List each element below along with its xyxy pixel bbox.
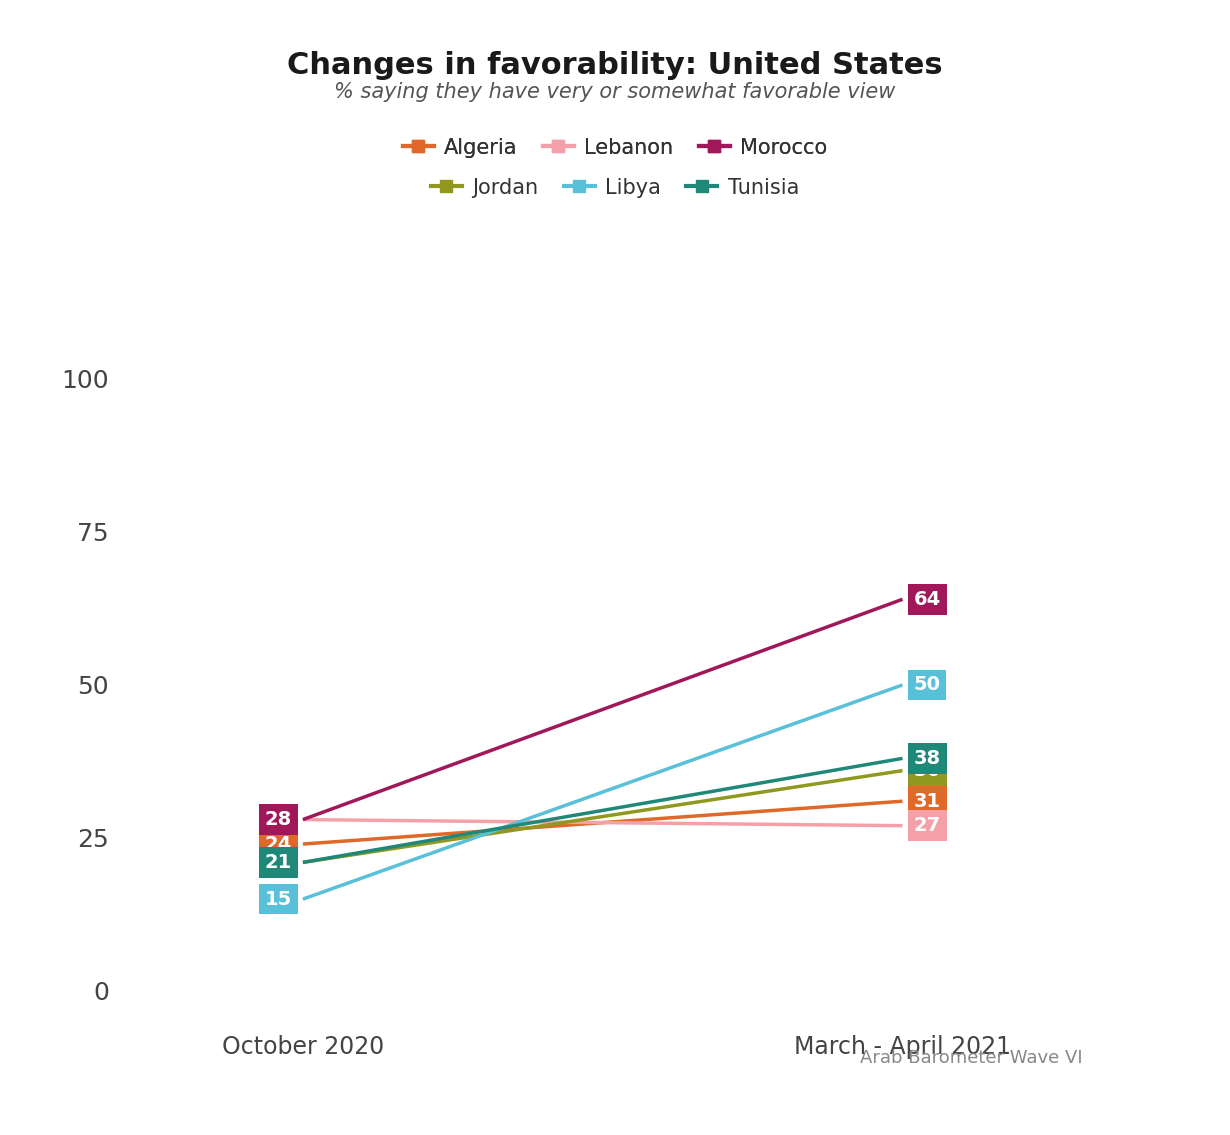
Text: 36: 36 [914,762,941,780]
Text: 28: 28 [264,810,292,829]
Legend: Algeria, Lebanon, Morocco: Algeria, Lebanon, Morocco [395,129,835,166]
Text: Changes in favorability: United States: Changes in favorability: United States [287,51,943,81]
Text: % saying they have very or somewhat favorable view: % saying they have very or somewhat favo… [335,82,895,102]
Text: Arab Barometer Wave VI: Arab Barometer Wave VI [860,1049,1082,1067]
Text: 64: 64 [914,590,941,608]
Text: 27: 27 [914,816,941,835]
Text: 24: 24 [264,834,292,854]
Text: 28: 28 [264,810,292,829]
Text: 21: 21 [264,852,292,872]
Text: 38: 38 [914,749,941,768]
Text: 21: 21 [264,852,292,872]
Text: 50: 50 [914,675,941,695]
Text: 31: 31 [914,792,941,810]
Text: 15: 15 [264,890,292,909]
Legend: Jordan, Libya, Tunisia: Jordan, Libya, Tunisia [422,169,808,205]
